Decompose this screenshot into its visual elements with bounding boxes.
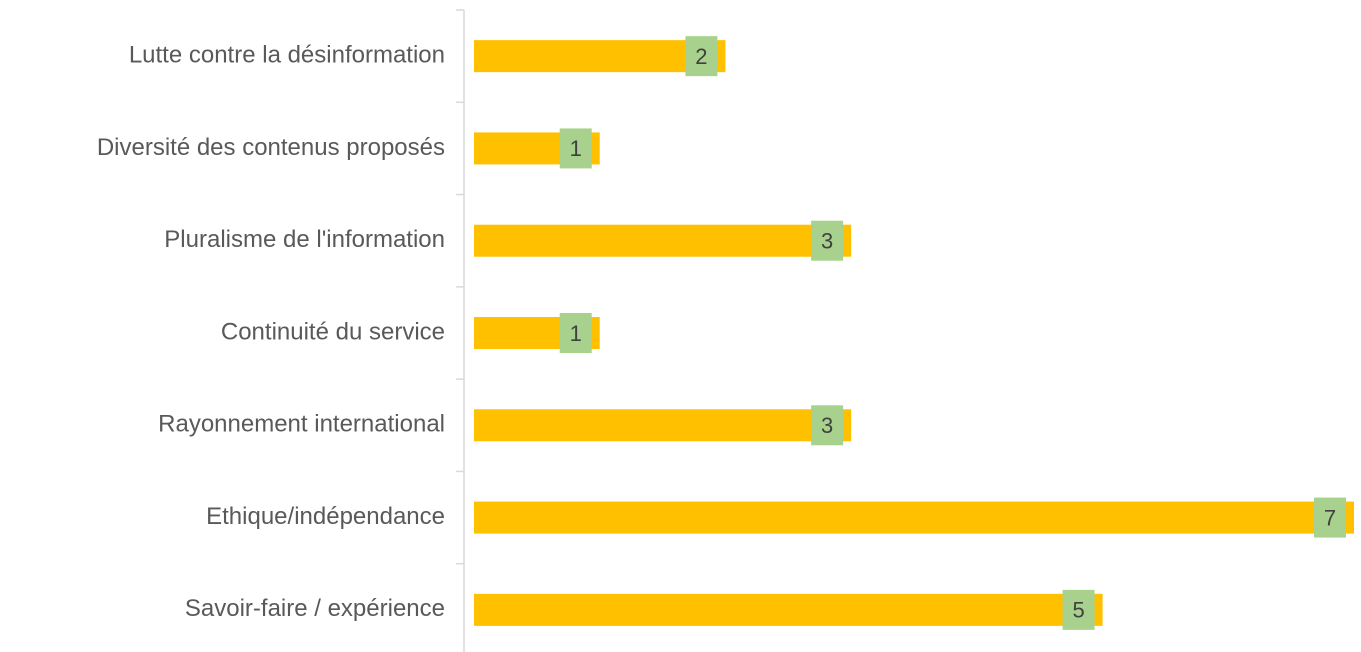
data-label: 3 [821, 413, 833, 438]
category-label: Rayonnement international [158, 411, 445, 438]
category-label: Continuité du service [221, 318, 445, 345]
bar [474, 40, 726, 73]
data-label: 1 [570, 136, 582, 161]
data-label-box [1062, 589, 1095, 630]
data-label: 1 [570, 321, 582, 346]
bar [474, 409, 852, 442]
data-label-box [811, 405, 844, 446]
data-label-box [559, 313, 592, 353]
data-label: 3 [821, 229, 833, 254]
data-label: 5 [1072, 598, 1084, 623]
data-label: 7 [1324, 505, 1336, 530]
bar [474, 593, 1103, 626]
category-label: Lutte contre la désinformation [129, 41, 445, 68]
category-label: Savoir-faire / expérience [185, 595, 445, 622]
category-label: Ethique/indépendance [206, 503, 445, 530]
category-label: Diversité des contenus proposés [97, 134, 445, 161]
bar [474, 501, 1354, 534]
data-label-box [811, 220, 844, 261]
data-label-box [1314, 497, 1346, 538]
data-label-box [685, 36, 718, 77]
data-label: 2 [695, 44, 707, 69]
bar [474, 224, 852, 257]
data-label-box [559, 128, 592, 169]
category-label: Pluralisme de l'information [164, 226, 445, 253]
